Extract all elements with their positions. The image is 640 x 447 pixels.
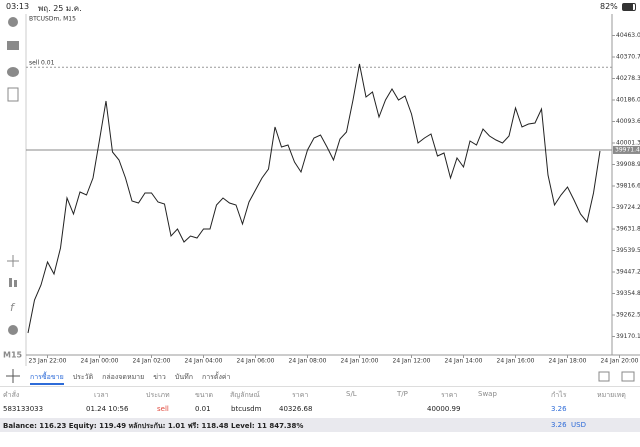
x-tick-label: 24 Jan 14:00	[445, 358, 483, 365]
column-header: Swap	[478, 390, 497, 398]
y-tick-label: 40370.70	[616, 53, 640, 60]
y-tick-label: 40093.65	[616, 118, 640, 125]
table-cell: 40000.99	[427, 405, 461, 413]
tab[interactable]: กล่องจดหมาย	[102, 373, 145, 381]
tab[interactable]: ข่าว	[153, 373, 166, 381]
bid-label: 39971.44	[615, 146, 640, 153]
column-header: S/L	[346, 390, 357, 398]
y-tick-label: 39354.85	[616, 290, 640, 297]
account-summary: Balance: 116.23 Equity: 119.49 หลักประกั…	[3, 422, 304, 430]
tab-icons	[598, 371, 635, 382]
y-tick-label: 40463.05	[616, 32, 640, 39]
column-header: ประเภท	[146, 391, 170, 399]
column-header: กำไร	[551, 391, 567, 399]
layout-icon[interactable]	[621, 371, 635, 382]
table-cell: 40326.68	[279, 405, 313, 413]
status-time: 03:13	[6, 2, 30, 11]
y-tick-label: 39631.80	[616, 226, 640, 233]
status-date: พฤ. 25 ม.ค.	[38, 4, 82, 13]
account-icon[interactable]	[8, 17, 18, 27]
candle-icon[interactable]	[9, 278, 12, 287]
x-tick-label: 23 Jan 22:00	[29, 358, 67, 365]
tab[interactable]: ประวัติ	[72, 373, 94, 381]
y-tick-label: 39539.55	[616, 247, 640, 254]
column-header: ราคา	[292, 391, 309, 399]
crosshair-icon[interactable]	[7, 255, 19, 267]
column-header: สัญลักษณ์	[230, 391, 260, 399]
timeframe[interactable]: M15	[3, 351, 23, 360]
tab[interactable]: การซื้อขาย	[30, 373, 64, 385]
column-header: หมายเหตุ	[597, 391, 626, 399]
footer-bar	[0, 418, 640, 432]
table-cell: sell	[157, 405, 169, 413]
column-header: T/P	[397, 390, 408, 398]
y-tick-label: 40278.35	[616, 75, 640, 82]
trade-icon[interactable]	[7, 41, 19, 50]
tab[interactable]: บันทึก	[174, 373, 193, 381]
currency: USD	[571, 421, 586, 429]
y-tick-label: 39262.50	[616, 312, 640, 319]
table-cell: 0.01	[195, 405, 211, 413]
candle-icon[interactable]	[14, 280, 17, 287]
x-tick-label: 24 Jan 02:00	[133, 358, 171, 365]
x-tick-label: 24 Jan 08:00	[289, 358, 327, 365]
total-profit: 3.26	[551, 421, 567, 429]
objects-icon[interactable]	[8, 325, 18, 335]
column-header: ราคา	[441, 391, 458, 399]
column-header: ขนาด	[195, 391, 214, 399]
add-icon[interactable]	[6, 369, 20, 383]
table-cell: 3.26	[551, 405, 567, 413]
column-header: คำสั่ง	[3, 391, 20, 399]
y-tick-label: 39816.60	[616, 183, 640, 190]
x-tick-label: 24 Jan 12:00	[393, 358, 431, 365]
y-tick-label: 39170.15	[616, 333, 640, 340]
tab[interactable]: การตั้งค่า	[201, 373, 231, 381]
function-icon[interactable]: f	[10, 301, 16, 314]
chart-title: BTCUSDm, M15	[29, 16, 76, 23]
y-tick-label: 39724.25	[616, 204, 640, 211]
x-tick-label: 24 Jan 04:00	[185, 358, 223, 365]
toolbar-icons: f	[6, 17, 20, 383]
x-tick-label: 24 Jan 18:00	[549, 358, 587, 365]
column-header: เวลา	[94, 391, 109, 399]
panel-icon[interactable]	[598, 371, 610, 382]
x-tick-label: 24 Jan 16:00	[497, 358, 535, 365]
y-tick-label: 39447.20	[616, 269, 640, 276]
chat-icon[interactable]	[7, 67, 19, 77]
x-tick-label: 24 Jan 10:00	[341, 358, 379, 365]
y-tick-label: 40186.00	[616, 96, 640, 103]
x-tick-label: 24 Jan 06:00	[237, 358, 275, 365]
tabs: การซื้อขาย ประวัติ กล่องจดหมาย ข่าว บันทึก กา…	[30, 372, 239, 385]
battery-icon	[622, 3, 636, 11]
divider	[0, 386, 640, 387]
price-line	[27, 63, 601, 334]
order-line-label: sell 0.01	[29, 60, 55, 67]
x-tick-label: 24 Jan 20:00	[601, 358, 639, 365]
table-cell: 01.24 10:56	[86, 405, 129, 413]
new-chart-icon[interactable]	[7, 87, 19, 102]
table-cell: btcusdm	[231, 405, 262, 413]
bid-box	[613, 145, 640, 154]
x-tick-label: 24 Jan 00:00	[81, 358, 119, 365]
y-tick-label: 40001.30	[616, 140, 640, 147]
battery: 82%	[600, 2, 618, 11]
table-cell: 583133033	[3, 405, 44, 413]
y-tick-label: 39908.95	[616, 161, 640, 168]
